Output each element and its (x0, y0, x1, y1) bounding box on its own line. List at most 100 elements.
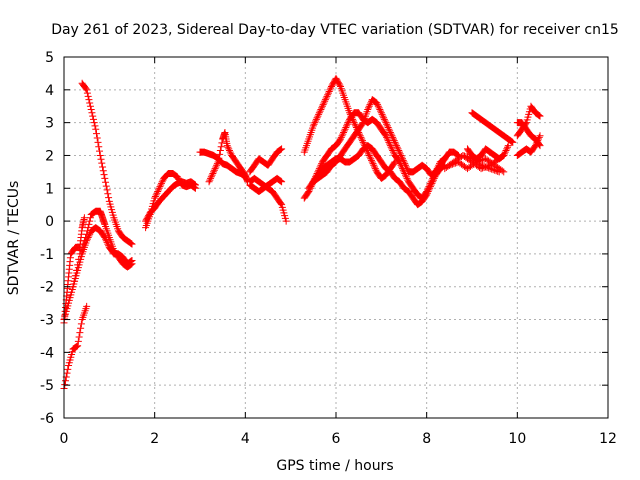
data-point (310, 120, 318, 128)
data-point (157, 179, 165, 187)
data-point (210, 166, 218, 174)
data-point (86, 214, 94, 222)
y-tick-label: -2 (40, 280, 54, 296)
data-point (504, 143, 512, 151)
data-point (241, 172, 249, 180)
data-point (72, 266, 80, 274)
data-point (151, 194, 159, 202)
data-point (93, 134, 101, 142)
data-point (276, 146, 284, 154)
data-point (309, 122, 317, 130)
data-point (319, 101, 327, 109)
data-point (102, 178, 110, 186)
data-point (386, 142, 394, 150)
data-point (508, 138, 516, 146)
data-point (453, 159, 461, 167)
data-point (83, 230, 91, 238)
data-point (209, 170, 217, 178)
data-point (77, 324, 85, 332)
data-point (381, 117, 389, 125)
data-point (101, 174, 109, 182)
data-point (375, 104, 383, 112)
data-point (389, 135, 397, 143)
data-point (402, 173, 410, 181)
data-point (373, 99, 381, 107)
data-point (90, 119, 98, 127)
y-tick-label: 3 (45, 116, 54, 132)
data-point (390, 159, 398, 167)
data-point (96, 147, 104, 155)
y-tick-label: -3 (40, 313, 54, 329)
data-point (401, 170, 409, 178)
data-point (485, 162, 493, 170)
data-point (339, 130, 347, 138)
data-point (80, 237, 88, 245)
data-point (322, 94, 330, 102)
data-point (366, 101, 374, 109)
data-point (213, 161, 221, 169)
data-point (151, 192, 159, 200)
data-point (377, 109, 385, 117)
data-point (357, 133, 365, 141)
data-point (154, 186, 162, 194)
data-point (536, 132, 544, 140)
data-point (102, 182, 110, 190)
data-point (338, 132, 346, 140)
data-point (99, 163, 107, 171)
data-point (104, 190, 112, 198)
data-point (365, 151, 373, 159)
data-point (61, 381, 69, 389)
data-point (535, 141, 543, 149)
data-point (424, 188, 432, 196)
data-point (498, 167, 506, 175)
series-s7 (142, 178, 199, 225)
data-point (359, 138, 367, 146)
data-point (128, 240, 136, 248)
data-point (367, 155, 375, 163)
data-point (85, 220, 93, 228)
data-point (327, 84, 335, 92)
series-s24 (513, 119, 544, 150)
data-point (102, 237, 110, 245)
data-point (240, 172, 248, 180)
y-tick-label: -6 (40, 411, 54, 427)
data-point (429, 176, 437, 184)
data-point (326, 86, 334, 94)
data-point (323, 92, 331, 100)
y-tick-label: -4 (40, 345, 54, 361)
data-point (92, 125, 100, 133)
data-point (380, 115, 388, 123)
data-point (383, 133, 391, 141)
data-point (321, 97, 329, 105)
data-point (157, 181, 165, 189)
data-point (477, 165, 485, 173)
data-point (78, 243, 86, 251)
data-point (399, 156, 407, 164)
data-point (534, 111, 542, 119)
data-point (207, 173, 215, 181)
data-point (218, 139, 226, 147)
data-point (85, 96, 93, 104)
data-point (445, 161, 453, 169)
data-point (317, 106, 325, 114)
data-point (315, 110, 323, 118)
series-s21 (463, 142, 512, 163)
data-point (94, 138, 102, 146)
data-point (388, 132, 396, 140)
data-point (358, 120, 366, 128)
data-point (277, 200, 285, 208)
data-point (128, 260, 136, 268)
series-s3 (60, 224, 136, 324)
data-point (314, 112, 322, 120)
data-point (386, 140, 394, 148)
data-point (382, 132, 390, 140)
data-point (393, 143, 401, 151)
data-point (387, 143, 395, 151)
data-point (156, 183, 164, 191)
data-point (400, 158, 408, 166)
data-point (364, 148, 372, 156)
data-point (427, 181, 435, 189)
data-point (385, 125, 393, 133)
data-point (423, 189, 431, 197)
data-point (127, 260, 135, 268)
